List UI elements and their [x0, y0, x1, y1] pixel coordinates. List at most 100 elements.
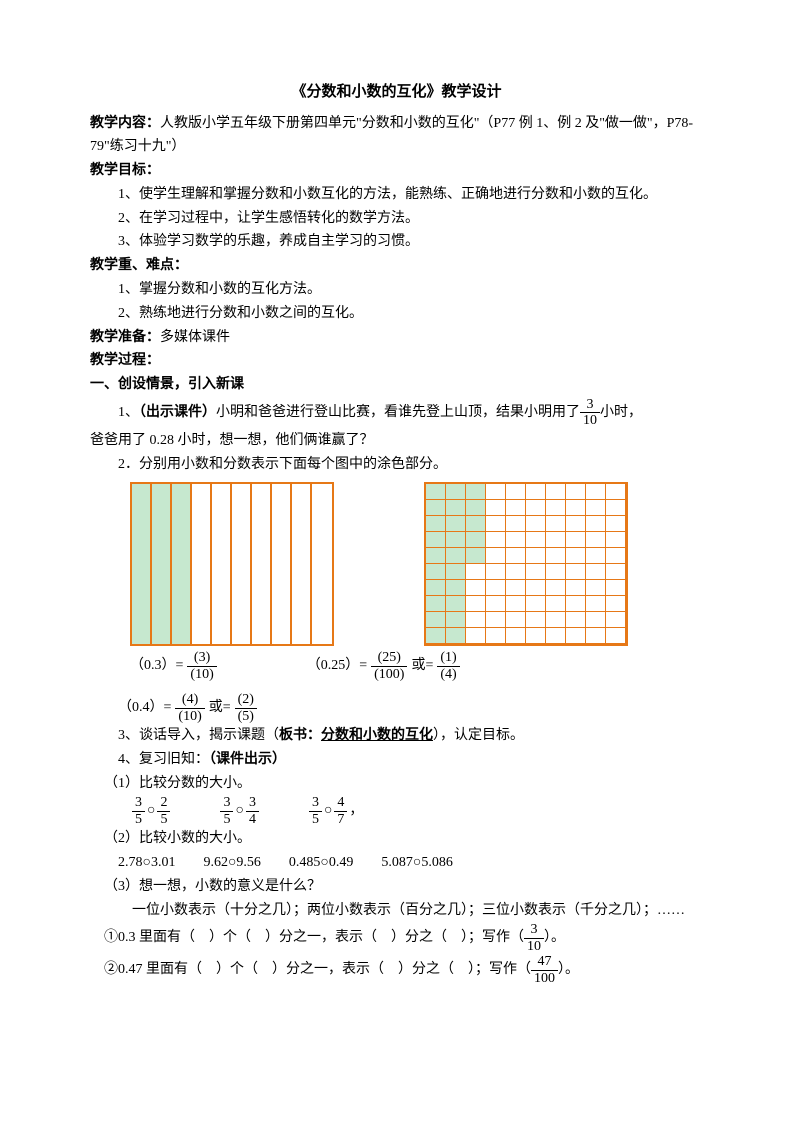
hundredths-cell	[446, 596, 466, 612]
hundredths-cell	[506, 500, 526, 516]
hundredths-cell	[606, 628, 626, 644]
hundredths-cell	[586, 484, 606, 500]
hundredths-cell	[546, 548, 566, 564]
hundredths-cell	[446, 612, 466, 628]
q1-post: ）。	[544, 930, 565, 945]
hundredths-cell	[506, 628, 526, 644]
prep-text: 多媒体课件	[160, 330, 230, 345]
hundredths-cell	[486, 580, 506, 596]
prep-label: 教学准备：	[90, 330, 160, 345]
frac-num: 3	[580, 397, 600, 413]
hundredths-cell	[546, 516, 566, 532]
sub-2: （2）比较小数的大小。	[90, 827, 703, 851]
sub-2-items: 2.78○3.01 9.62○9.56 0.485○0.49 5.087○5.0…	[90, 851, 703, 875]
equations-row: （0.3）= (3)(10) （0.25）= (25)(100) 或= (1)(…	[130, 650, 703, 682]
hundredths-cell	[606, 532, 626, 548]
hundredths-cell	[426, 516, 446, 532]
hundredths-cell	[586, 628, 606, 644]
eqB-left: （0.25）=	[307, 654, 367, 678]
hundredths-cell	[486, 532, 506, 548]
hundredths-cell	[426, 596, 446, 612]
hundredths-cell	[426, 548, 446, 564]
frac-den: (100)	[371, 667, 407, 682]
keydiff-label: 教学重、难点：	[90, 254, 703, 278]
objective-3: 3、体验学习数学的乐趣，养成自主学习的习惯。	[90, 230, 703, 254]
content-label: 教学内容：	[90, 116, 160, 131]
hundredths-cell	[426, 500, 446, 516]
hundredths-cell	[486, 628, 506, 644]
hundredths-cell	[486, 548, 506, 564]
eqC-or: 或=	[209, 696, 231, 720]
hundredths-cell	[566, 548, 586, 564]
hundredths-cell	[446, 548, 466, 564]
item-1-line2: 爸爸用了 0.28 小时，想一想，他们俩谁赢了？	[90, 429, 703, 453]
objective-2: 2、在学习过程中，让学生感悟转化的数学方法。	[90, 207, 703, 231]
hundredths-cell	[446, 500, 466, 516]
eqA-frac: (3)(10)	[187, 650, 216, 682]
hundredths-cell	[506, 532, 526, 548]
item4-pre: 4、复习旧知：	[118, 752, 209, 767]
frac-den: (10)	[187, 667, 216, 682]
cmp-frac-b: 34	[246, 795, 259, 827]
compare-fractions-row: 35○2535○3435○47，	[90, 795, 703, 827]
tenths-cell	[212, 484, 232, 644]
cmp-frac-a: 35	[309, 795, 322, 827]
hundredths-cell	[566, 564, 586, 580]
spacer	[90, 682, 703, 692]
keydiff-2: 2、熟练地进行分数和小数之间的互化。	[90, 302, 703, 326]
hundredths-cell	[526, 564, 546, 580]
item-1: 1、（出示课件）小明和爸爸进行登山比赛，看谁先登上山顶，结果小明用了310小时，	[90, 397, 703, 429]
cmp-tail: ，	[349, 799, 363, 823]
hundredths-cell	[546, 580, 566, 596]
hundredths-cell	[506, 596, 526, 612]
cmp-sep: ○	[235, 799, 243, 823]
hundredths-cell	[426, 580, 446, 596]
compare-item: 35○25	[132, 795, 170, 827]
hundredths-cell	[526, 580, 546, 596]
frac-den: (5)	[235, 709, 257, 724]
frac-num: 47	[531, 954, 558, 970]
content-line: 教学内容：人教版小学五年级下册第四单元"分数和小数的互化"（P77 例 1、例 …	[90, 112, 703, 160]
hundredths-cell	[426, 532, 446, 548]
eqC-left: （0.4）=	[118, 696, 171, 720]
cmp-sep: ○	[147, 799, 155, 823]
hundredths-cell	[486, 516, 506, 532]
item1-show: （出示课件）	[139, 405, 216, 420]
hundredths-cell	[606, 580, 626, 596]
process-label: 教学过程：	[90, 349, 703, 373]
objective-1: 1、使学生理解和掌握分数和小数互化的方法，能熟练、正确地进行分数和小数的互化。	[90, 183, 703, 207]
hundredths-cell	[486, 500, 506, 516]
hundredths-cell	[466, 580, 486, 596]
hundredths-cell	[566, 612, 586, 628]
hundredths-cell	[546, 500, 566, 516]
hundredths-cell	[586, 548, 606, 564]
eqB-or: 或=	[411, 654, 433, 678]
hundredths-cell	[606, 612, 626, 628]
item1-text-b: 小时，	[600, 405, 642, 420]
hundredths-cell	[446, 516, 466, 532]
hundredths-cell	[466, 628, 486, 644]
keydiff-1: 1、掌握分数和小数的互化方法。	[90, 278, 703, 302]
hundredths-grid	[426, 484, 626, 644]
item3-ul: 分数和小数的互化	[321, 728, 433, 743]
hundredths-cell	[466, 516, 486, 532]
hundredths-cell	[466, 500, 486, 516]
hundredths-cell	[426, 564, 446, 580]
tenths-cell	[232, 484, 252, 644]
item3-post: ），认定目标。	[433, 728, 524, 743]
hundredths-cell	[546, 564, 566, 580]
hundredths-cell	[566, 596, 586, 612]
q2-frac: 47100	[531, 954, 558, 986]
tenths-cell	[252, 484, 272, 644]
item1-text-a: 小明和爸爸进行登山比赛，看谁先登上山顶，结果小明用了	[216, 405, 580, 420]
hundredths-cell	[526, 500, 546, 516]
tenths-cell	[192, 484, 212, 644]
hundredths-cell	[426, 612, 446, 628]
hundredths-cell	[526, 596, 546, 612]
tenths-cell	[312, 484, 332, 644]
hundredths-cell	[506, 548, 526, 564]
frac-den: 10	[524, 939, 544, 954]
hundredths-cell	[466, 612, 486, 628]
objectives-label: 教学目标：	[90, 159, 703, 183]
question-2: ②0.47 里面有（ ）个（ ）分之一，表示（ ）分之（ ）；写作（47100）…	[90, 954, 703, 986]
